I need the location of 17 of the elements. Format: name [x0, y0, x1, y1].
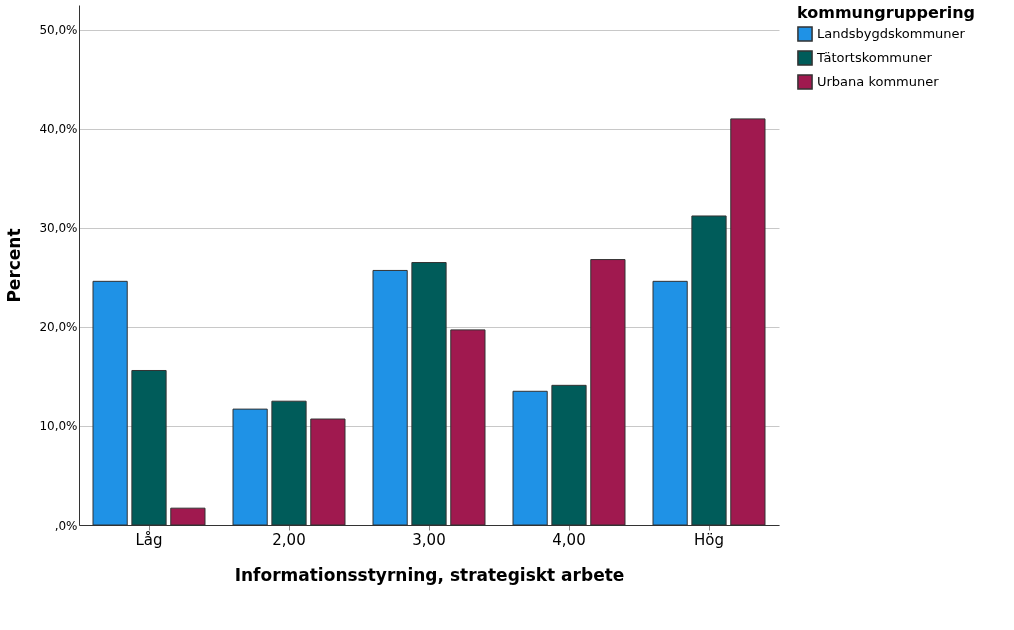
- y-tick-label: 50,0%: [39, 23, 78, 38]
- x-tick-label: Låg: [135, 530, 163, 549]
- legend-title: kommungruppering: [797, 3, 976, 22]
- x-tick-label: 4,00: [552, 530, 586, 549]
- y-tick-label: 30,0%: [39, 221, 78, 236]
- x-tick-label: 2,00: [272, 530, 306, 549]
- legend-label: Tätortskommuner: [816, 50, 933, 65]
- legend-label: Landsbygdskommuner: [817, 26, 966, 41]
- y-tick-label: 40,0%: [39, 122, 78, 137]
- y-axis-title: Percent: [4, 228, 25, 303]
- x-tick-label: 3,00: [412, 530, 446, 549]
- y-tick-label: ,0%: [54, 518, 78, 533]
- x-axis-title: Informationsstyrning, strategiskt arbete: [234, 564, 625, 585]
- y-tick-label: 10,0%: [39, 419, 78, 434]
- x-tick-label: Hög: [694, 530, 724, 549]
- y-tick-label: 20,0%: [39, 320, 78, 335]
- legend-label: Urbana kommuner: [817, 74, 940, 89]
